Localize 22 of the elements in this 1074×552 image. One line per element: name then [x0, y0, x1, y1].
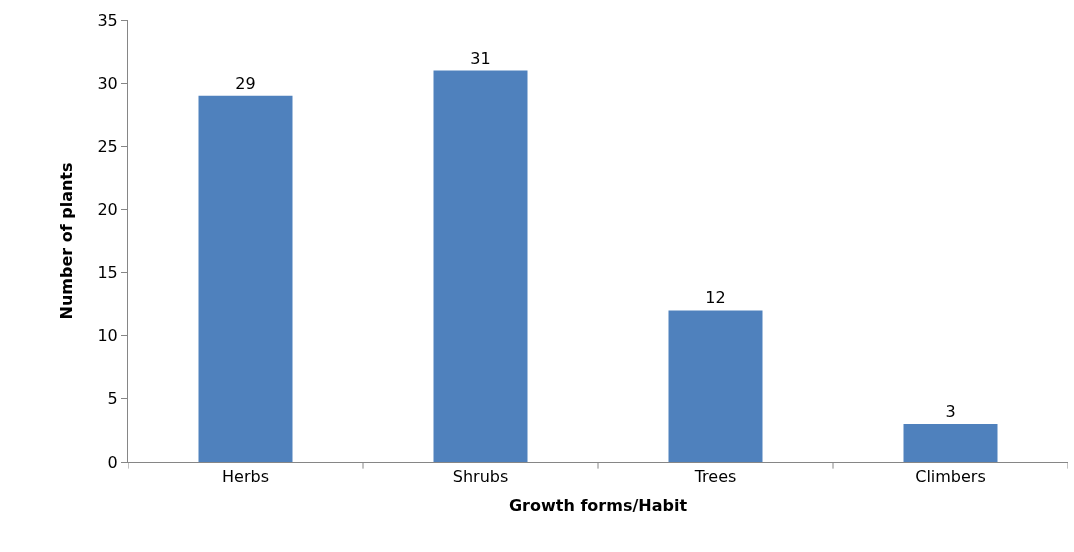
y-tick-label: 0 — [107, 452, 118, 472]
y-tick-label: 35 — [97, 10, 118, 30]
x-tick-label: Shrubs — [452, 467, 509, 487]
data-label: 29 — [235, 73, 256, 93]
y-tick-label: 20 — [97, 200, 118, 220]
x-tick-label: Trees — [693, 467, 737, 487]
x-tick-label: Herbs — [222, 467, 269, 487]
data-label: 3 — [945, 402, 956, 422]
data-label: 12 — [705, 288, 726, 308]
y-axis-title: Number of plants — [57, 162, 77, 320]
y-tick-label: 10 — [97, 326, 118, 346]
bar — [198, 95, 293, 462]
bar — [903, 424, 998, 462]
y-tick-label: 25 — [97, 136, 118, 156]
bar — [668, 310, 763, 462]
x-tick-label: Climbers — [915, 467, 986, 487]
x-axis-title: Growth forms/Habit — [508, 495, 688, 515]
data-label: 31 — [470, 48, 491, 68]
y-tick-label: 5 — [107, 389, 118, 409]
y-tick-label: 30 — [97, 73, 118, 93]
y-tick-label: 15 — [97, 263, 118, 283]
bar — [433, 70, 528, 462]
